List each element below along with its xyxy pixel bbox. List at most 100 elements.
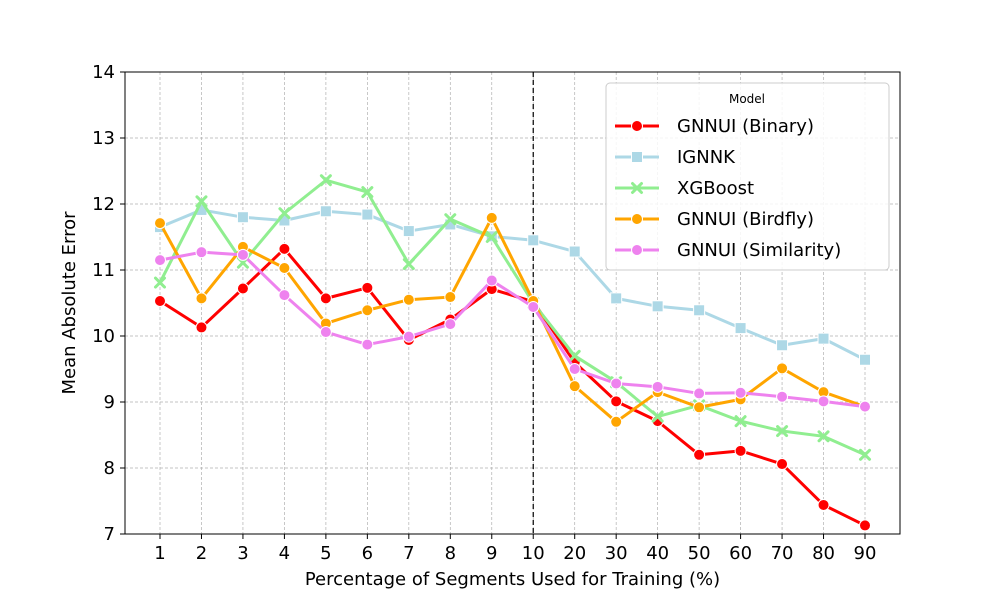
series-line-gnnui-similarity bbox=[159, 250, 866, 409]
data-point-ignnk bbox=[361, 208, 374, 221]
data-point-gnnui-similarity bbox=[734, 386, 747, 399]
marker-stroke bbox=[817, 430, 830, 443]
series-line-xgboost bbox=[158, 178, 866, 457]
data-point-gnnui-similarity bbox=[610, 377, 623, 390]
legend-title: Model bbox=[729, 92, 765, 106]
data-point-gnnui-binary bbox=[361, 281, 374, 294]
legend-swatch-marker bbox=[631, 182, 643, 194]
marker-stroke bbox=[568, 349, 581, 362]
x-tick-label: 60 bbox=[729, 543, 752, 564]
marker-stroke bbox=[402, 258, 415, 271]
legend-label: GNNUI (Similarity) bbox=[677, 240, 841, 261]
x-tick-label: 70 bbox=[771, 543, 794, 564]
y-tick-label: 7 bbox=[104, 524, 115, 545]
data-point-xgboost bbox=[154, 276, 166, 289]
data-point-gnnui-similarity bbox=[154, 254, 166, 267]
legend-box bbox=[605, 82, 890, 271]
legend-item-gnnui-birdfly: GNNUI (Birdfly) bbox=[615, 209, 814, 230]
marker-stroke bbox=[154, 276, 166, 289]
data-point-xgboost bbox=[195, 195, 208, 208]
data-point-gnnui-birdfly bbox=[485, 211, 498, 224]
data-point-gnnui-birdfly bbox=[154, 217, 166, 230]
data-point-gnnui-binary bbox=[154, 295, 166, 308]
marker-stroke bbox=[444, 213, 457, 226]
data-point-ignnk bbox=[402, 225, 415, 238]
data-point-gnnui-binary bbox=[734, 444, 747, 457]
data-point-ignnk bbox=[236, 211, 249, 224]
marker-stroke bbox=[859, 448, 871, 461]
legend-label: IGNNK bbox=[677, 147, 736, 168]
legend-item-gnnui-binary: GNNUI (Binary) bbox=[615, 116, 814, 137]
data-point-gnnui-birdfly bbox=[402, 293, 415, 306]
legend: Model GNNUI (Binary) IGNNK XGBoost GNNUI (B… bbox=[605, 82, 890, 271]
data-point-gnnui-similarity bbox=[402, 330, 415, 343]
marker-stroke bbox=[631, 182, 643, 194]
data-point-xgboost bbox=[568, 349, 581, 362]
data-point-gnnui-binary bbox=[693, 448, 706, 461]
x-tick-label: 40 bbox=[646, 543, 669, 564]
data-point-gnnui-similarity bbox=[651, 380, 664, 393]
data-point-xgboost bbox=[817, 430, 830, 443]
data-point-xgboost bbox=[444, 213, 457, 226]
data-point-xgboost bbox=[859, 448, 871, 461]
x-tick-label: 80 bbox=[812, 543, 835, 564]
data-point-gnnui-birdfly bbox=[776, 362, 789, 375]
data-point-gnnui-similarity bbox=[693, 387, 706, 400]
data-point-ignnk bbox=[651, 300, 664, 313]
legend-label: GNNUI (Birdfly) bbox=[677, 209, 814, 230]
data-point-gnnui-binary bbox=[859, 519, 871, 532]
data-point-gnnui-birdfly bbox=[568, 380, 581, 393]
data-point-gnnui-binary bbox=[236, 282, 249, 295]
data-point-gnnui-binary bbox=[319, 292, 332, 305]
data-point-gnnui-binary bbox=[610, 395, 623, 408]
data-point-ignnk bbox=[734, 322, 747, 335]
data-point-gnnui-similarity bbox=[236, 248, 249, 261]
data-point-gnnui-birdfly bbox=[361, 304, 374, 317]
data-point-gnnui-similarity bbox=[195, 246, 208, 259]
y-tick-label: 8 bbox=[104, 458, 115, 479]
marker-stroke bbox=[361, 186, 374, 199]
y-tick-label: 11 bbox=[92, 260, 115, 281]
data-point-gnnui-birdfly bbox=[444, 291, 457, 304]
marker-stroke bbox=[278, 207, 291, 220]
x-tick-label: 2 bbox=[196, 543, 207, 564]
plot-area-frame bbox=[124, 71, 901, 535]
marker-stroke bbox=[734, 415, 747, 428]
x-tick-label: 7 bbox=[403, 543, 414, 564]
data-point-gnnui-similarity bbox=[361, 338, 374, 351]
y-axis-label: Mean Absolute Error bbox=[59, 211, 80, 395]
data-point-ignnk bbox=[610, 292, 623, 305]
x-tick-label: 90 bbox=[854, 543, 877, 564]
data-point-gnnui-birdfly bbox=[610, 415, 623, 428]
y-tick-label: 9 bbox=[104, 392, 115, 413]
y-tick-label: 13 bbox=[92, 128, 115, 149]
y-tick-label: 14 bbox=[92, 62, 115, 83]
series-layer bbox=[154, 174, 871, 532]
data-point-gnnui-similarity bbox=[527, 300, 540, 313]
data-point-ignnk bbox=[319, 205, 332, 218]
series-gnnui-binary bbox=[154, 242, 871, 532]
data-point-ignnk bbox=[817, 332, 830, 345]
x-tick-label: 3 bbox=[237, 543, 248, 564]
y-tick-label: 10 bbox=[92, 326, 115, 347]
x-tick-label: 20 bbox=[563, 543, 586, 564]
data-point-gnnui-birdfly bbox=[195, 292, 208, 305]
data-point-gnnui-similarity bbox=[485, 274, 498, 287]
data-point-gnnui-similarity bbox=[444, 318, 457, 331]
legend-label: XGBoost bbox=[677, 178, 754, 199]
y-tick-label: 12 bbox=[92, 194, 115, 215]
legend-swatch-marker bbox=[631, 213, 643, 225]
data-point-xgboost bbox=[319, 174, 332, 187]
data-point-gnnui-similarity bbox=[776, 390, 789, 403]
data-point-gnnui-similarity bbox=[278, 289, 291, 302]
legend-item-ignnk: IGNNK bbox=[615, 147, 736, 168]
x-tick-label: 4 bbox=[279, 543, 290, 564]
x-tick-label: 10 bbox=[522, 543, 545, 564]
data-point-xgboost bbox=[734, 415, 747, 428]
data-point-gnnui-similarity bbox=[568, 363, 581, 375]
data-point-ignnk bbox=[859, 353, 871, 366]
x-tick-label: 6 bbox=[362, 543, 373, 564]
legend-item-xgboost: XGBoost bbox=[615, 178, 754, 199]
